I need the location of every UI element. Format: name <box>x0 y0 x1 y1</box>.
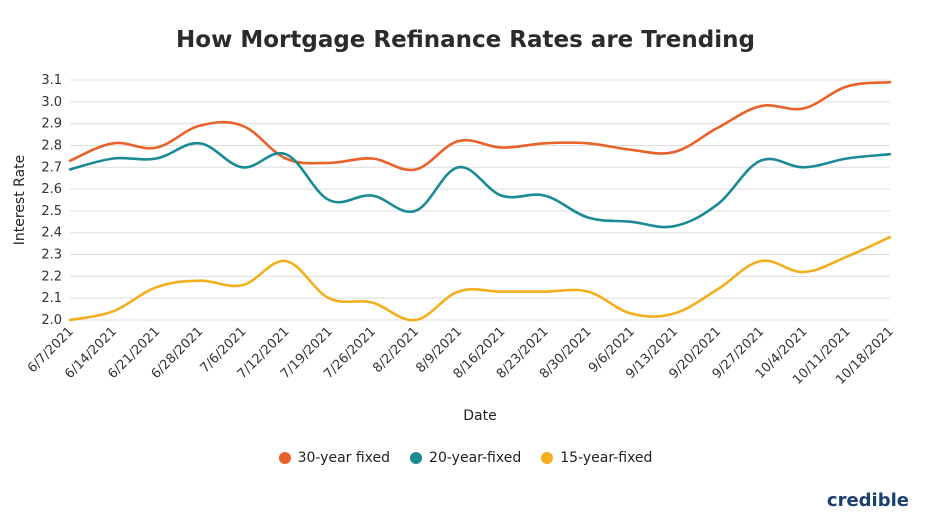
legend-label: 20-year-fixed <box>429 450 522 466</box>
y-tick-label: 3.0 <box>41 95 62 110</box>
legend-swatch <box>410 452 423 464</box>
y-tick-label: 2.0 <box>41 313 62 328</box>
chart-legend: 30-year fixed 20-year-fixed 15-year-fixed <box>0 450 931 466</box>
legend-item: 30-year fixed <box>278 450 391 466</box>
y-tick-label: 2.1 <box>41 291 62 306</box>
credible-logo: credible <box>826 490 909 511</box>
y-axis-title: Interest Rate <box>12 155 28 246</box>
y-tick-label: 2.5 <box>41 204 62 219</box>
series-line-30-year-fixed <box>68 80 892 172</box>
legend-item: 20-year-fixed <box>410 450 521 466</box>
x-axis-title: Date <box>463 408 496 424</box>
y-tick-label: 2.3 <box>41 248 62 263</box>
y-tick-label: 2.4 <box>41 226 62 241</box>
y-tick-label: 2.9 <box>41 117 62 132</box>
legend-label: 15-year-fixed <box>560 450 653 466</box>
y-tick-label: 2.2 <box>41 269 62 284</box>
legend-item: 15-year-fixed <box>541 450 652 466</box>
legend-swatch <box>278 452 291 464</box>
x-tick-label: 8/2/2021 <box>370 324 422 376</box>
chart-title: How Mortgage Refinance Rates are Trendin… <box>176 27 755 53</box>
y-tick-label: 2.7 <box>41 160 62 175</box>
legend-label: 30-year fixed <box>297 450 391 466</box>
series-line-20-year-fixed <box>68 141 892 229</box>
y-tick-label: 2.8 <box>41 138 62 153</box>
legend-swatch <box>541 452 554 464</box>
y-tick-label: 2.6 <box>41 182 62 197</box>
y-tick-label: 3.1 <box>41 73 62 88</box>
series-line-15-year-fixed <box>68 235 892 322</box>
